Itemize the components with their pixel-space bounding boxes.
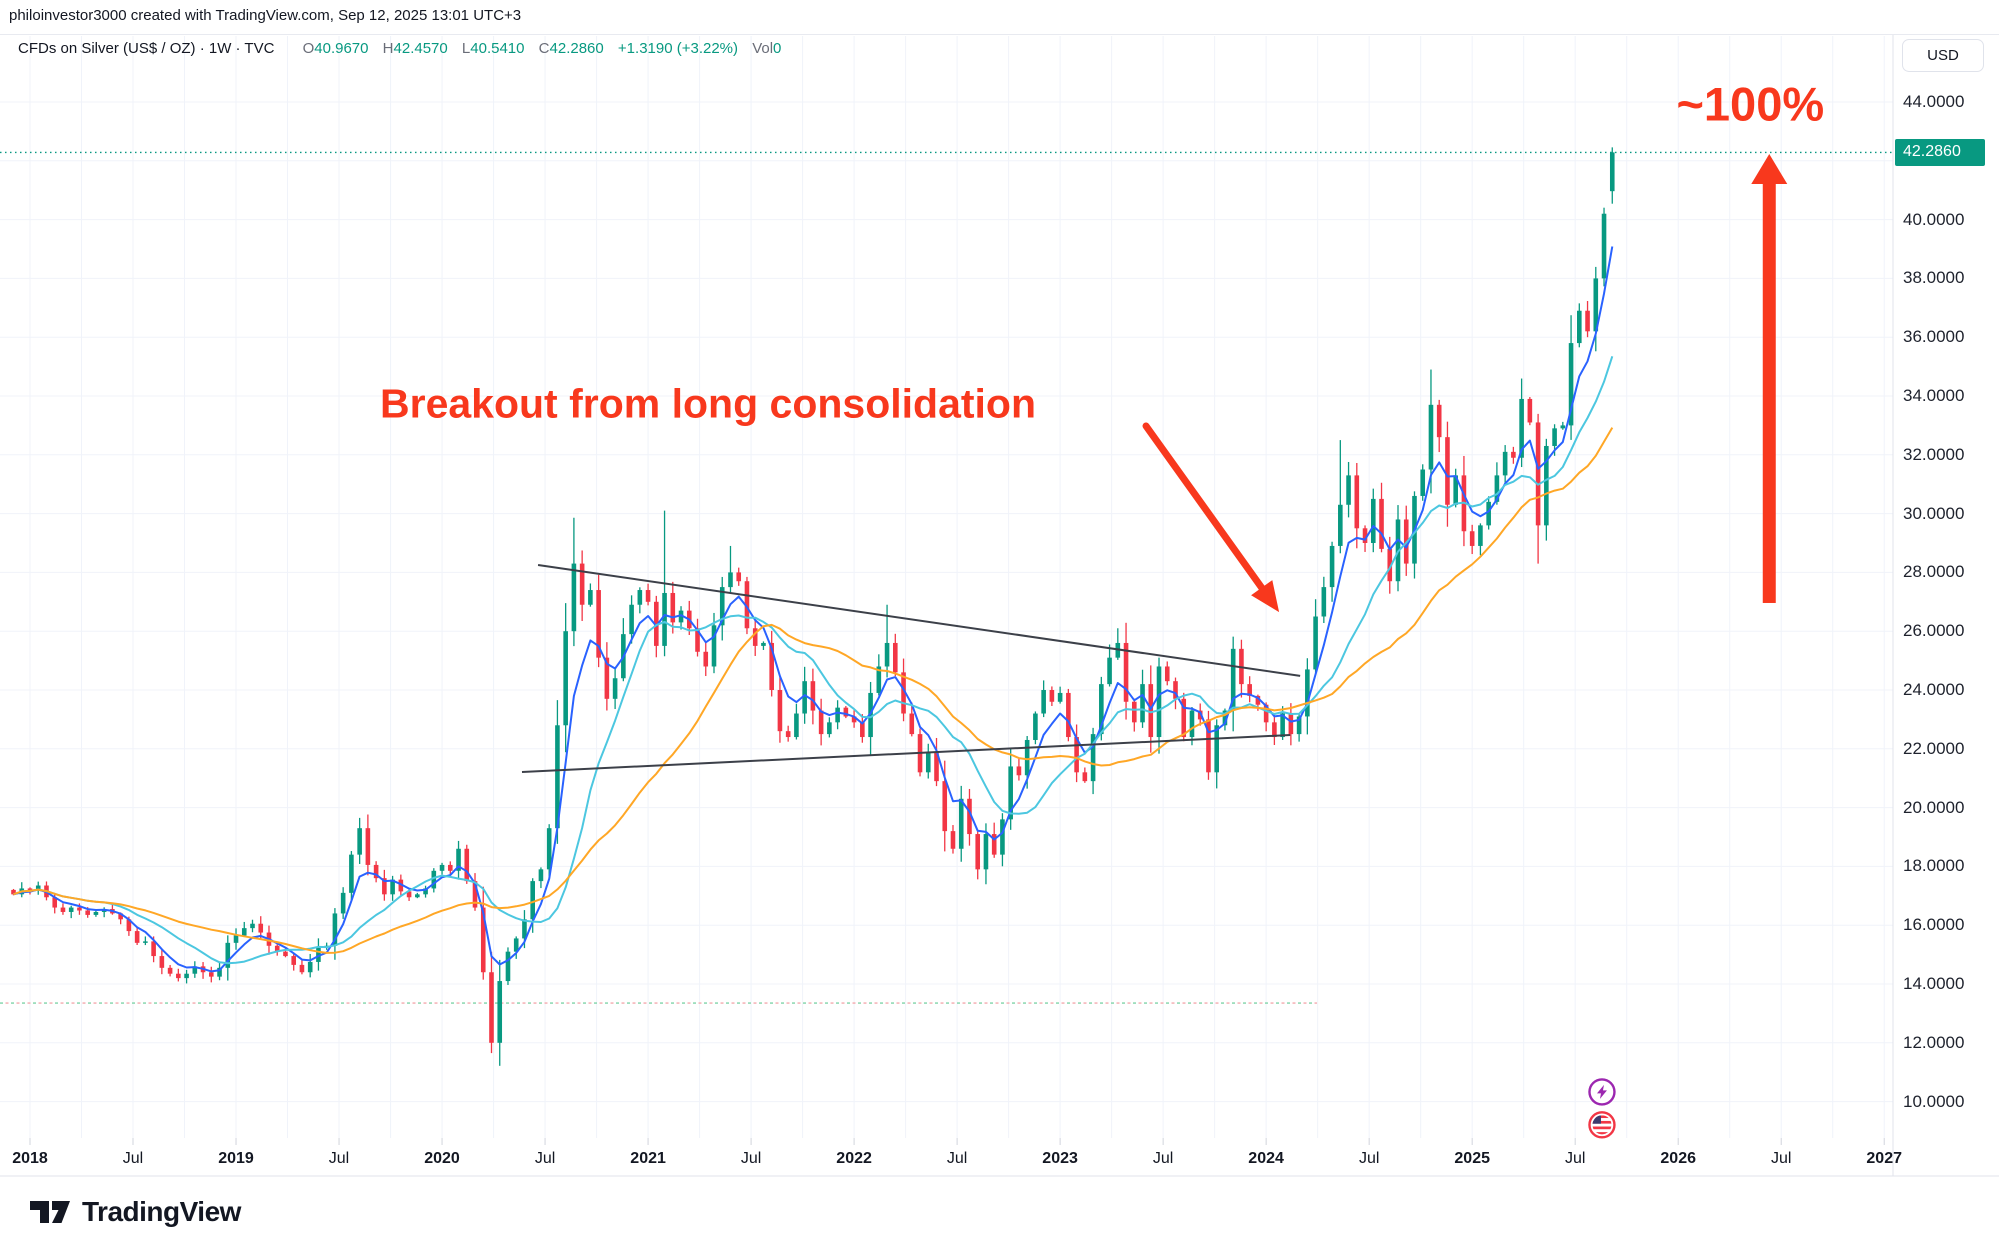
y-tick-label: 38.0000 [1903, 268, 1965, 288]
fast-ma-line [13, 246, 1614, 973]
tradingview-footer: TradingView [30, 1196, 241, 1228]
y-tick-label: 28.0000 [1903, 562, 1965, 582]
tradingview-logo-icon [30, 1201, 70, 1223]
y-tick-label: 26.0000 [1903, 621, 1965, 641]
y-tick-label: 44.0000 [1903, 92, 1965, 111]
symbol-title[interactable]: CFDs on Silver (US$ / OZ) · 1W · TVC [18, 40, 275, 57]
y-tick-label: 24.0000 [1903, 680, 1965, 699]
watermark-text: philoinvestor3000 created with TradingVi… [9, 7, 522, 24]
volume-value: 0 [773, 40, 782, 57]
x-tick-label: 2021 [630, 1150, 666, 1167]
x-tick-label: 2026 [1660, 1150, 1696, 1167]
x-tick-label: Jul [122, 1150, 144, 1167]
percent-gain-annotation-text[interactable]: ~100% [1676, 77, 1825, 131]
close-value: 42.2860 [549, 40, 604, 57]
high-value: 42.4570 [393, 40, 448, 57]
symbol-legend[interactable]: CFDs on Silver (US$ / OZ) · 1W · TVC O40… [18, 40, 781, 57]
lightning-event-icon[interactable] [1588, 1078, 1616, 1106]
breakout-annotation-text[interactable]: Breakout from long consolidation [380, 380, 1037, 427]
breakout-arrow-icon [1251, 580, 1280, 613]
currency-button[interactable]: USD [1902, 39, 1984, 72]
y-tick-label: 12.0000 [1903, 1032, 1965, 1052]
open-label: O [302, 40, 315, 57]
y-tick-label: 40.0000 [1903, 209, 1965, 229]
x-tick-label: 2023 [1042, 1150, 1078, 1167]
moving-averages-layer [13, 246, 1614, 973]
y-tick-label: 36.0000 [1903, 327, 1965, 347]
open-value: 40.9670 [314, 40, 369, 57]
y-tick-label: 20.0000 [1903, 797, 1965, 817]
x-tick-label: 2018 [12, 1150, 48, 1167]
x-tick-label: Jul [1564, 1150, 1586, 1167]
grid-layer [0, 36, 1893, 1138]
y-tick-label: 18.0000 [1903, 856, 1965, 876]
y-tick-label: 16.0000 [1903, 915, 1965, 935]
slow-ma-line [13, 427, 1614, 954]
mid-ma-line [13, 355, 1614, 965]
last-price-badge: 42.2860 [1895, 138, 1985, 166]
x-tick-label: Jul [534, 1150, 556, 1167]
volume-label: Vol [752, 40, 774, 57]
trendlines-layer [521, 564, 1301, 774]
high-label: H [382, 40, 394, 57]
big-up-arrow-icon [1751, 154, 1788, 185]
x-tick-label: 2022 [836, 1150, 872, 1167]
x-tick-label: 2027 [1866, 1150, 1902, 1167]
x-tick-label: 2024 [1248, 1150, 1284, 1167]
lower-consolidation-line[interactable] [521, 733, 1291, 774]
low-label: L [461, 40, 471, 57]
y-tick-label: 34.0000 [1903, 386, 1965, 405]
us-flag-event-icon[interactable] [1588, 1111, 1616, 1139]
panel-top-border [0, 34, 1999, 35]
x-tick-label: 2019 [218, 1150, 254, 1167]
y-tick-label: 10.0000 [1903, 1091, 1965, 1111]
low-value: 40.5410 [470, 40, 525, 57]
x-tick-label: Jul [1770, 1150, 1792, 1167]
axis-borders-layer [0, 35, 1999, 1177]
x-tick-label: Jul [946, 1150, 968, 1167]
y-tick-label: 32.0000 [1903, 444, 1965, 464]
x-tick-label: Jul [328, 1150, 350, 1167]
close-label: C [538, 40, 550, 57]
tradingview-brand-text: TradingView [82, 1196, 241, 1227]
x-tick-label: Jul [1152, 1150, 1174, 1167]
x-tick-label: 2020 [424, 1150, 460, 1167]
y-tick-label: 30.0000 [1903, 503, 1965, 523]
change-value: +1.3190 (+3.22%) [617, 40, 739, 57]
event-markers-layer [1588, 1078, 1616, 1139]
y-tick-label: 22.0000 [1903, 738, 1965, 758]
x-tick-label: 2025 [1454, 1150, 1490, 1167]
upper-consolidation-line[interactable] [537, 564, 1301, 677]
y-tick-label: 14.0000 [1903, 974, 1965, 993]
x-tick-label: Jul [740, 1150, 762, 1167]
annotation-arrows-layer [1142, 154, 1788, 613]
x-tick-label: Jul [1358, 1150, 1380, 1167]
candles-layer [11, 147, 1615, 1066]
